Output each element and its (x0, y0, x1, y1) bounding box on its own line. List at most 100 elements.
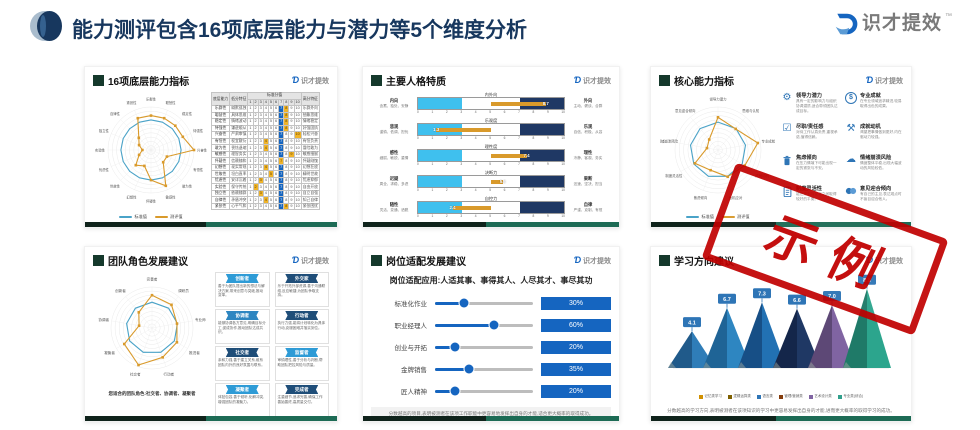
title-square-icon (93, 255, 104, 266)
high-trait: 忧虑抑郁 (300, 176, 320, 185)
radar-axis-label: 实验性 (95, 147, 106, 152)
team-role-ribbon: 外交家 (285, 274, 319, 283)
radar-legend: 标准值 测评值 (686, 214, 750, 220)
trait-title: 理性度 (484, 144, 498, 149)
legend-label: 标准值 (701, 214, 714, 219)
card-title: 16项底层能力指标 (108, 77, 190, 88)
table-row: 敢为性 畏怯退缩 1 2 3 4 5 6 7 8 9 10 冒险敢为 (210, 144, 320, 152)
legend-label: 记忆类学习 (704, 394, 722, 398)
slider-fill (435, 367, 470, 371)
axis-tick: 6 (503, 135, 506, 140)
core-ability-text: 领导力潜力 具有一定的影响力与组织协调潜质,适合带领团队达成目标。 (796, 92, 839, 123)
high-trait: 紧张困扰 (300, 202, 320, 211)
legend-label: 专业类(综合) (843, 394, 864, 398)
brand-d-icon: Ɗ (573, 255, 581, 265)
core-ability-item: 制度灵活性 能在规则与变化之间取得较好的平衡。 (781, 185, 839, 216)
trait-value-bar (491, 179, 503, 184)
peak-value: 7.0 (828, 294, 836, 300)
trait-left-desc: 细腻、敏锐、重情 (379, 156, 409, 160)
radar-series (694, 116, 759, 178)
slider-label: 标准化作业 (394, 301, 428, 308)
axis-tick: 10 (561, 187, 565, 192)
slider-track (435, 386, 533, 396)
radar-axis-label: 危机应对 (729, 195, 743, 200)
card-brand-logo: Ɗ 识才提效 (291, 255, 329, 265)
trait-title: 内外向 (484, 92, 498, 97)
slider-label: 匠人精神 (401, 389, 427, 396)
team-role-cell: 完成者 注重细节,追求完善,确保工作善始善终,高质量交付。 (274, 383, 329, 416)
check-icon: ☑ (782, 123, 792, 134)
core-ability-text: 专业成就 在专业领域追求精进,较易取得出色的成果。 (860, 92, 903, 123)
axis-tick: 0 (417, 135, 419, 140)
column-header: 底层能力 (210, 91, 231, 107)
axis-tick: 4 (474, 187, 477, 192)
low-trait: 保守传统 (229, 183, 249, 191)
low-trait: 信赖随和 (229, 157, 249, 165)
column-header: 高分特征 (300, 91, 320, 107)
axis-tick: 1 (431, 187, 434, 192)
legend-label: 语言类 (762, 394, 773, 398)
axis-tick: 5 (489, 187, 491, 192)
slider-knob (450, 342, 460, 352)
trait-left-label: 悲观 谨慎、低调、担忧 (371, 118, 417, 135)
low-trait: 依赖随群 (229, 189, 249, 198)
trait-left-label: 随性 灵活、变通、洒脱 (371, 196, 417, 213)
slider-label: 金牌销售 (401, 367, 427, 374)
core-ability-list: ⚙ 领导力潜力 具有一定的影响力与组织协调潜质,适合带领团队达成目标。 $ 专业成就 在专… (781, 92, 903, 221)
radar-axis-label: 稳定性 (182, 111, 193, 116)
team-role-desc: 亲和力强,善于建立关系,维系团队内外的良好氛围与联系。 (218, 358, 265, 367)
radar-axis-label: 推进者 (189, 350, 200, 355)
team-role-desc: 能够协调各方意见,明确目标分工,促成协作,推动团队达成共识。 (218, 321, 266, 335)
radar-axis-label: 乐群性 (146, 96, 157, 101)
slider-track (435, 298, 533, 308)
core-ability-title: 情绪崩溃风险 (860, 155, 892, 161)
clipboard-icon (781, 185, 793, 197)
slider-row: 职业经理人 60% (371, 314, 611, 336)
team-role-cell: 社交者 亲和力强,善于建立关系,维系团队内外的良好氛围与联系。 (215, 346, 270, 381)
core-ability-item: ⚒ 成就动机 渴望把事情做到更好,内在驱动力较强。 (845, 123, 903, 154)
low-trait: 严肃审慎 (229, 131, 249, 139)
slider-track (435, 320, 533, 330)
trait-value: 8.7 (542, 100, 549, 106)
card-core-abilities: 核心能力指标 Ɗ 识才提效 领导力潜力 思维与认知 专业成就 成就动机 危机应对 焦虑倾向制… (650, 66, 912, 228)
high-trait: 乐群外向 (300, 105, 320, 113)
core-ability-title: 领导力潜力 (796, 93, 822, 99)
trait-right-label: 自律 严谨、克制、有恒 (565, 196, 611, 213)
axis-tick: 3 (460, 135, 463, 140)
slider-fill (435, 323, 494, 327)
card-title: 核心能力指标 (674, 77, 734, 88)
card-bottom-bar (85, 416, 337, 421)
team-role-desc: 善于为团队提出新的想法与解决方案,带来创意与突破,推动变革。 (218, 284, 265, 298)
axis-tick: 2 (445, 161, 448, 166)
page-title: 能力测评包含16项底层能力与潜力等5个维度分析 (72, 19, 528, 42)
axis-tick: 1 (431, 213, 434, 218)
axis-tick: 2 (445, 109, 448, 114)
trait-axis: 0 1 2 3 4 5 6 7 8 9 10 (417, 214, 565, 218)
brand-tm: ™ (945, 13, 952, 20)
trait-title: 乐观度 (484, 118, 498, 123)
core-ability-item: ⚙ 领导力潜力 具有一定的影响力与组织协调潜质,适合带领团队达成目标。 (781, 92, 839, 123)
low-trait: 安详沉着 (229, 176, 249, 185)
team-role-desc: 注重细节,追求完善,确保工作善始善终,高质量交付。 (277, 395, 323, 404)
team-role-ribbon: 行动者 (285, 311, 319, 320)
learning-note: 分数越高的学习方向,表明被测者在该项知识的学习中更容易发挥出自身的才能,进而更大… (659, 404, 903, 416)
low-band (418, 150, 462, 161)
card-title: 团队角色发展建议 (108, 257, 188, 268)
radar-axis-label: 有恒性 (193, 167, 204, 172)
radar-axis-label: 紧张性 (127, 100, 138, 105)
trash-icon (781, 154, 793, 166)
radar-axis-label: 世故性 (110, 183, 121, 188)
team-role-desc: 执行力强,能将计划转化为具体行动,克服困难并落实到位。 (277, 321, 326, 330)
brand-d-icon: Ɗ (291, 255, 299, 265)
slider-fill (435, 389, 455, 393)
card-bottom-bar (363, 416, 619, 421)
trait-scale: 乐观度 1.3 0 1 2 3 4 5 6 7 8 9 10 (417, 118, 565, 144)
peak-left-face (808, 305, 832, 368)
slider-track (435, 342, 533, 352)
legend-label: 逻辑运算类 (733, 394, 751, 398)
high-band (520, 202, 564, 213)
core-ability-desc: 渴望把事情做到更好,内在驱动力较强。 (860, 130, 902, 139)
peak-value: 4.1 (688, 320, 696, 326)
low-trait: 坦白直率 (229, 170, 249, 178)
